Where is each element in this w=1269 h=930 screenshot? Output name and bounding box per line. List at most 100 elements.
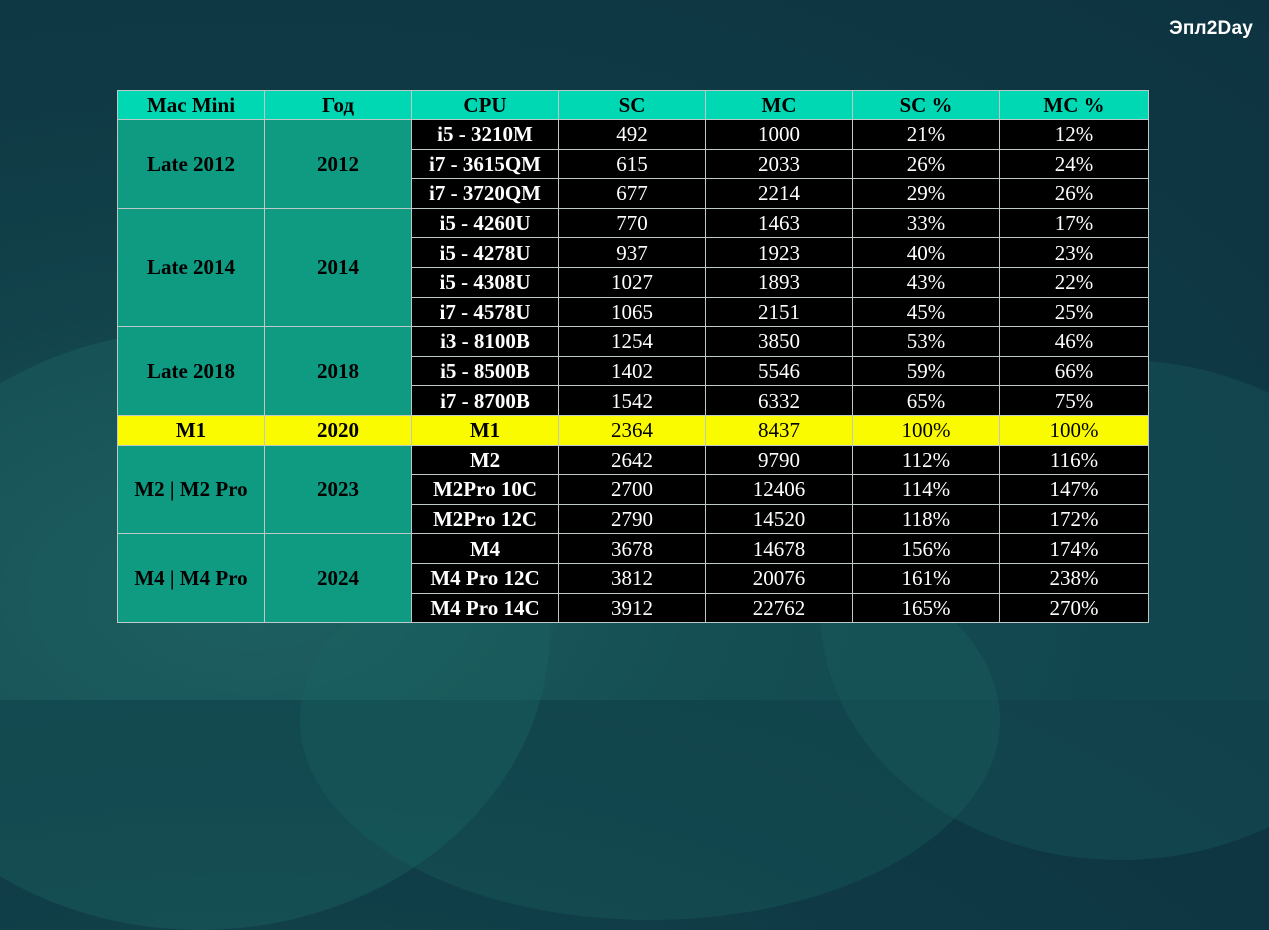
year-cell: 2014 [264,207,412,328]
mc-percent-cell: 12% [999,119,1149,150]
mc-cell: 14678 [705,533,853,564]
sc-cell: 1402 [558,355,706,387]
cpu-cell: M4 Pro 12C [411,562,559,594]
sc-percent-cell: 21% [852,119,1000,150]
mc-cell: 8437 [705,414,853,446]
mc-percent-cell: 75% [999,385,1149,416]
column-header: SC % [852,90,1000,120]
column-header: Mac Mini [117,90,265,120]
sc-percent-cell: 59% [852,355,1000,387]
sc-cell: 3678 [558,533,706,564]
mc-cell: 5546 [705,355,853,387]
mc-cell: 2033 [705,148,853,180]
mc-percent-cell: 270% [999,592,1149,624]
table-row: Late 2014 2014 i5 - 4260U 770 1463 33% 17% [117,207,1149,328]
sc-cell: 1027 [558,266,706,298]
cpu-cell: M2Pro 12C [411,503,559,535]
column-header: MC % [999,90,1149,120]
benchmark-table: Mac Mini Год CPU SC MC SC % MC % Late 20… [117,90,1149,624]
mc-cell: 2214 [705,178,853,209]
sc-cell: 492 [558,119,706,150]
mc-percent-cell: 25% [999,296,1149,328]
mc-cell: 1000 [705,119,853,150]
table-body: Late 2012 2012 i5 - 3210M 492 1000 21% 12% i7 -… [117,119,1149,624]
year-cell: 2024 [264,533,412,624]
column-header: Год [264,90,412,120]
sc-percent-cell: 33% [852,207,1000,239]
mc-percent-cell: 26% [999,178,1149,209]
sc-percent-cell: 112% [852,444,1000,476]
cpu-cell: i3 - 8100B [411,326,559,357]
sc-percent-cell: 26% [852,148,1000,180]
sc-percent-cell: 100% [852,414,1000,446]
cpu-cell: i7 - 3615QM [411,148,559,180]
brand-logo: Эпл2Day [1169,18,1253,39]
year-cell: 2023 [264,444,412,535]
sc-cell: 3812 [558,562,706,594]
table-row: i7 - 3615QM 615 2033 26% 24% [118,148,1149,180]
sc-percent-cell: 65% [852,385,1000,416]
table-row: M2 | M2 Pro 2023 M2 2642 9790 112% 116% [117,444,1149,535]
sc-percent-cell: 29% [852,178,1000,209]
model-cell: Late 2018 [117,326,265,416]
table-row: Late 2012 2012 i5 - 3210M 492 1000 21% 12% [117,119,1149,209]
table-row: i7 - 3720QM 677 2214 29% 26% [118,178,1149,209]
table-header-row: Mac Mini Год CPU SC MC SC % MC % [117,90,1149,120]
table-row: i7 - 4578U 1065 2151 45% 25% [118,296,1149,328]
table-row: Late 2018 2018 i3 - 8100B 1254 3850 53% 46% [117,326,1149,416]
mc-percent-cell: 66% [999,355,1149,387]
sc-cell: 3912 [558,592,706,624]
mc-cell: 2151 [705,296,853,328]
year-cell: 2020 [264,414,412,446]
sc-percent-cell: 114% [852,474,1000,505]
cpu-cell: M2Pro 10C [411,474,559,505]
sc-cell: 1254 [558,326,706,357]
cpu-cell: i7 - 8700B [411,385,559,416]
sc-cell: 2700 [558,474,706,505]
table-row: M4 | M4 Pro 2024 M4 3678 14678 156% 174% [117,533,1149,624]
cpu-cell: i5 - 4278U [411,237,559,268]
mc-percent-cell: 116% [999,444,1149,476]
sc-percent-cell: 165% [852,592,1000,624]
cpu-cell: i7 - 3720QM [411,178,559,209]
column-header: CPU [411,90,559,120]
table-row: M4 Pro 12C 3812 20076 161% 238% [118,562,1149,594]
sc-percent-cell: 156% [852,533,1000,564]
cpu-cell: M1 [411,414,559,446]
cpu-cell: i5 - 3210M [411,119,559,150]
mc-cell: 3850 [705,326,853,357]
mc-percent-cell: 46% [999,326,1149,357]
sc-cell: 615 [558,148,706,180]
cpu-cell: M4 [411,533,559,564]
sc-cell: 2790 [558,503,706,535]
sc-cell: 1542 [558,385,706,416]
model-cell: Late 2012 [117,119,265,209]
sc-cell: 770 [558,207,706,239]
mc-cell: 20076 [705,562,853,594]
cpu-cell: M4 Pro 14C [411,592,559,624]
table-row: i7 - 8700B 1542 6332 65% 75% [118,385,1149,416]
mc-percent-cell: 172% [999,503,1149,535]
cpu-cell: M2 [411,444,559,476]
table-row: i5 - 4278U 937 1923 40% 23% [118,237,1149,268]
sc-cell: 937 [558,237,706,268]
sc-percent-cell: 43% [852,266,1000,298]
year-cell: 2012 [264,119,412,209]
mc-cell: 1893 [705,266,853,298]
sc-percent-cell: 40% [852,237,1000,268]
cpu-cell: i5 - 4260U [411,207,559,239]
cpu-cell: i7 - 4578U [411,296,559,328]
mc-cell: 1923 [705,237,853,268]
table-row: i5 - 4308U 1027 1893 43% 22% [118,266,1149,298]
mc-percent-cell: 24% [999,148,1149,180]
table-row: M2Pro 10C 2700 12406 114% 147% [118,474,1149,505]
column-header: SC [558,90,706,120]
mc-cell: 22762 [705,592,853,624]
table-row: M2Pro 12C 2790 14520 118% 172% [118,503,1149,535]
mc-percent-cell: 100% [999,414,1149,446]
sc-cell: 1065 [558,296,706,328]
mc-percent-cell: 23% [999,237,1149,268]
sc-percent-cell: 53% [852,326,1000,357]
mc-cell: 1463 [705,207,853,239]
sc-percent-cell: 161% [852,562,1000,594]
